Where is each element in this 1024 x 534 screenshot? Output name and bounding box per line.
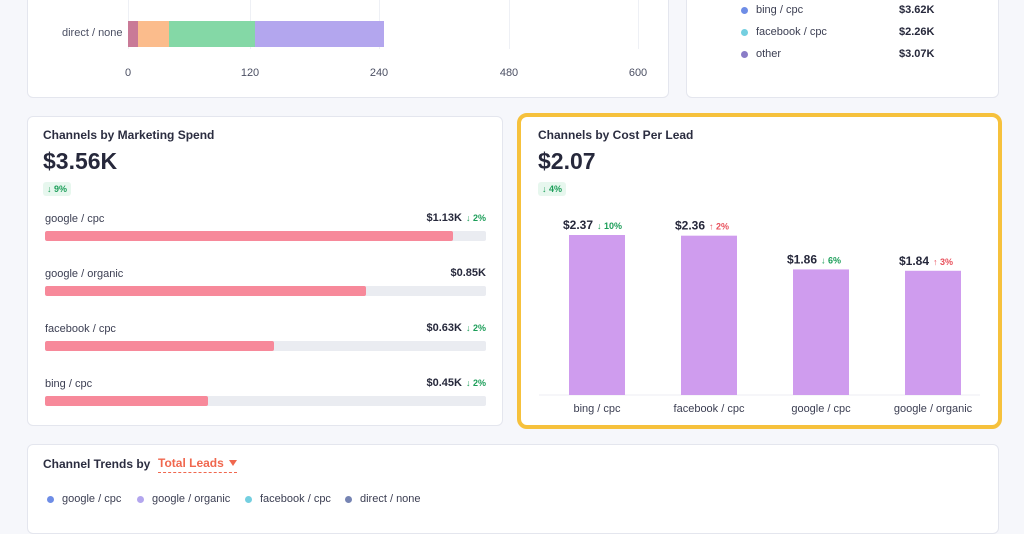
- bar-value-label: $2.36: [675, 219, 705, 233]
- x-axis-tick-label: 600: [628, 67, 648, 79]
- legend-dot-icon: [741, 50, 748, 58]
- cost-per-lead-bar-chart: $2.37 ↓ 10% bing / cpc $2.36 ↑ 2% facebook / …: [539, 218, 980, 415]
- stacked-bar-segment[interactable]: [138, 21, 169, 47]
- legend-label: google / cpc: [62, 493, 122, 505]
- bar-delta-label: ↓ 6%: [821, 255, 841, 265]
- cost-per-lead-card[interactable]: Channels by Cost Per Lead $2.07 ↓ 4% $2.…: [517, 113, 1002, 429]
- spend-bar-track: [45, 231, 486, 241]
- legend-value: $2.26K: [899, 26, 935, 38]
- cost-per-lead-bar[interactable]: [793, 269, 849, 395]
- legend-label: bing / cpc: [756, 4, 804, 16]
- legend-value: $3.62K: [899, 4, 935, 16]
- legend-item-bing-cpc: bing / cpc: [741, 4, 803, 16]
- metric-dropdown-value: Total Leads: [158, 456, 224, 470]
- stacked-bar-segment[interactable]: [128, 21, 139, 47]
- spend-row-delta: ↓ 2%: [465, 323, 486, 333]
- spend-row-delta: ↓ 2%: [465, 378, 486, 388]
- trend-legend-item[interactable]: google / cpc: [47, 493, 121, 505]
- x-axis-tick-label: 120: [240, 67, 260, 79]
- spend-row-label: google / organic: [45, 268, 124, 280]
- legend-label: facebook / cpc: [756, 26, 827, 38]
- stacked-bar-segment[interactable]: [255, 21, 385, 47]
- legend-dot-icon: [741, 28, 748, 36]
- spend-bar-fill: [45, 341, 275, 351]
- direct-none-stacked-bar-card: direct / none 0 120 240 480 600: [27, 0, 669, 98]
- legend-label: direct / none: [360, 493, 421, 505]
- caret-down-icon: [228, 460, 237, 466]
- cost-per-lead-bar[interactable]: [681, 235, 737, 395]
- channel-trends-card: Channel Trends by Total Leads google / c…: [27, 444, 999, 534]
- card-title: Channels by Cost Per Lead: [538, 128, 694, 142]
- legend-dot-icon: [137, 495, 144, 503]
- spend-row-value: $0.85K: [450, 267, 486, 279]
- spend-row-value-group: $0.63K ↓ 2%: [427, 322, 487, 334]
- channel-value-legend-card: bing / cpc $3.62K facebook / cpc $2.26K …: [686, 0, 999, 98]
- grid-line: [638, 0, 639, 49]
- bar-value-label: $2.37: [563, 218, 593, 232]
- legend-item-facebook-cpc: facebook / cpc: [741, 26, 827, 38]
- spend-bar-track: [45, 396, 486, 406]
- spend-row-label: google / cpc: [45, 213, 105, 225]
- card-title: Channel Trends by: [43, 457, 151, 471]
- spend-bar-track: [45, 286, 486, 296]
- spend-row-value: $1.13K: [426, 212, 462, 224]
- legend-value: $3.07K: [899, 48, 935, 60]
- stacked-bar-segment[interactable]: [168, 21, 256, 47]
- spend-bar-fill: [45, 396, 208, 406]
- spend-row-label: facebook / cpc: [45, 323, 116, 335]
- x-axis-category-label: google / organic: [894, 403, 973, 415]
- cost-per-lead-bar[interactable]: [905, 270, 961, 395]
- bar-value-label: $1.86: [787, 252, 817, 266]
- cpl-delta-badge: ↓ 4%: [538, 182, 567, 196]
- total-spend-value: $3.56K: [43, 148, 118, 174]
- spend-row-value: $0.63K: [426, 322, 462, 334]
- x-axis-tick-label: 240: [369, 67, 389, 79]
- spend-bar-fill: [45, 231, 454, 241]
- spend-row-label: bing / cpc: [45, 378, 93, 390]
- trend-legend-item[interactable]: direct / none: [345, 493, 421, 505]
- marketing-spend-card: Channels by Marketing Spend $3.56K ↓ 9% …: [27, 116, 503, 426]
- bar-delta-label: ↑ 3%: [933, 257, 953, 267]
- spend-row-value: $0.45K: [426, 377, 462, 389]
- trend-legend-item[interactable]: google / organic: [137, 493, 230, 505]
- x-axis-category-label: google / cpc: [791, 403, 851, 415]
- spend-delta-badge: ↓ 9%: [43, 182, 72, 196]
- spend-bar-track: [45, 341, 486, 351]
- cost-per-lead-value: $2.07: [538, 148, 596, 174]
- grid-line: [509, 0, 510, 49]
- card-title: Channels by Marketing Spend: [43, 128, 215, 142]
- x-axis-tick-label: 480: [499, 67, 519, 79]
- x-axis-category-label: facebook / cpc: [674, 403, 745, 415]
- metric-dropdown[interactable]: Total Leads: [158, 456, 237, 473]
- legend-label: other: [756, 48, 782, 60]
- bar-delta-label: ↑ 2%: [709, 222, 729, 232]
- spend-row-value-group: $1.13K ↓ 2%: [427, 212, 487, 224]
- legend-dot-icon: [245, 495, 252, 503]
- spend-row-value-group: $0.85K: [451, 267, 486, 279]
- cost-per-lead-bar[interactable]: [569, 235, 625, 395]
- legend-dot-icon: [47, 495, 54, 503]
- spend-row-delta: ↓ 2%: [465, 213, 486, 223]
- bar-value-label: $1.84: [899, 254, 929, 268]
- legend-dot-icon: [741, 6, 748, 14]
- x-axis-tick-label: 0: [124, 67, 132, 79]
- legend-label: google / organic: [152, 493, 231, 505]
- spend-bar-fill: [45, 286, 366, 296]
- trend-legend-item[interactable]: facebook / cpc: [245, 493, 331, 505]
- row-label: direct / none: [62, 27, 123, 39]
- bar-delta-label: ↓ 10%: [597, 221, 622, 231]
- legend-label: facebook / cpc: [260, 493, 331, 505]
- legend-dot-icon: [345, 495, 352, 503]
- x-axis-category-label: bing / cpc: [573, 403, 621, 415]
- spend-row-value-group: $0.45K ↓ 2%: [427, 377, 487, 389]
- legend-item-other: other: [741, 48, 781, 60]
